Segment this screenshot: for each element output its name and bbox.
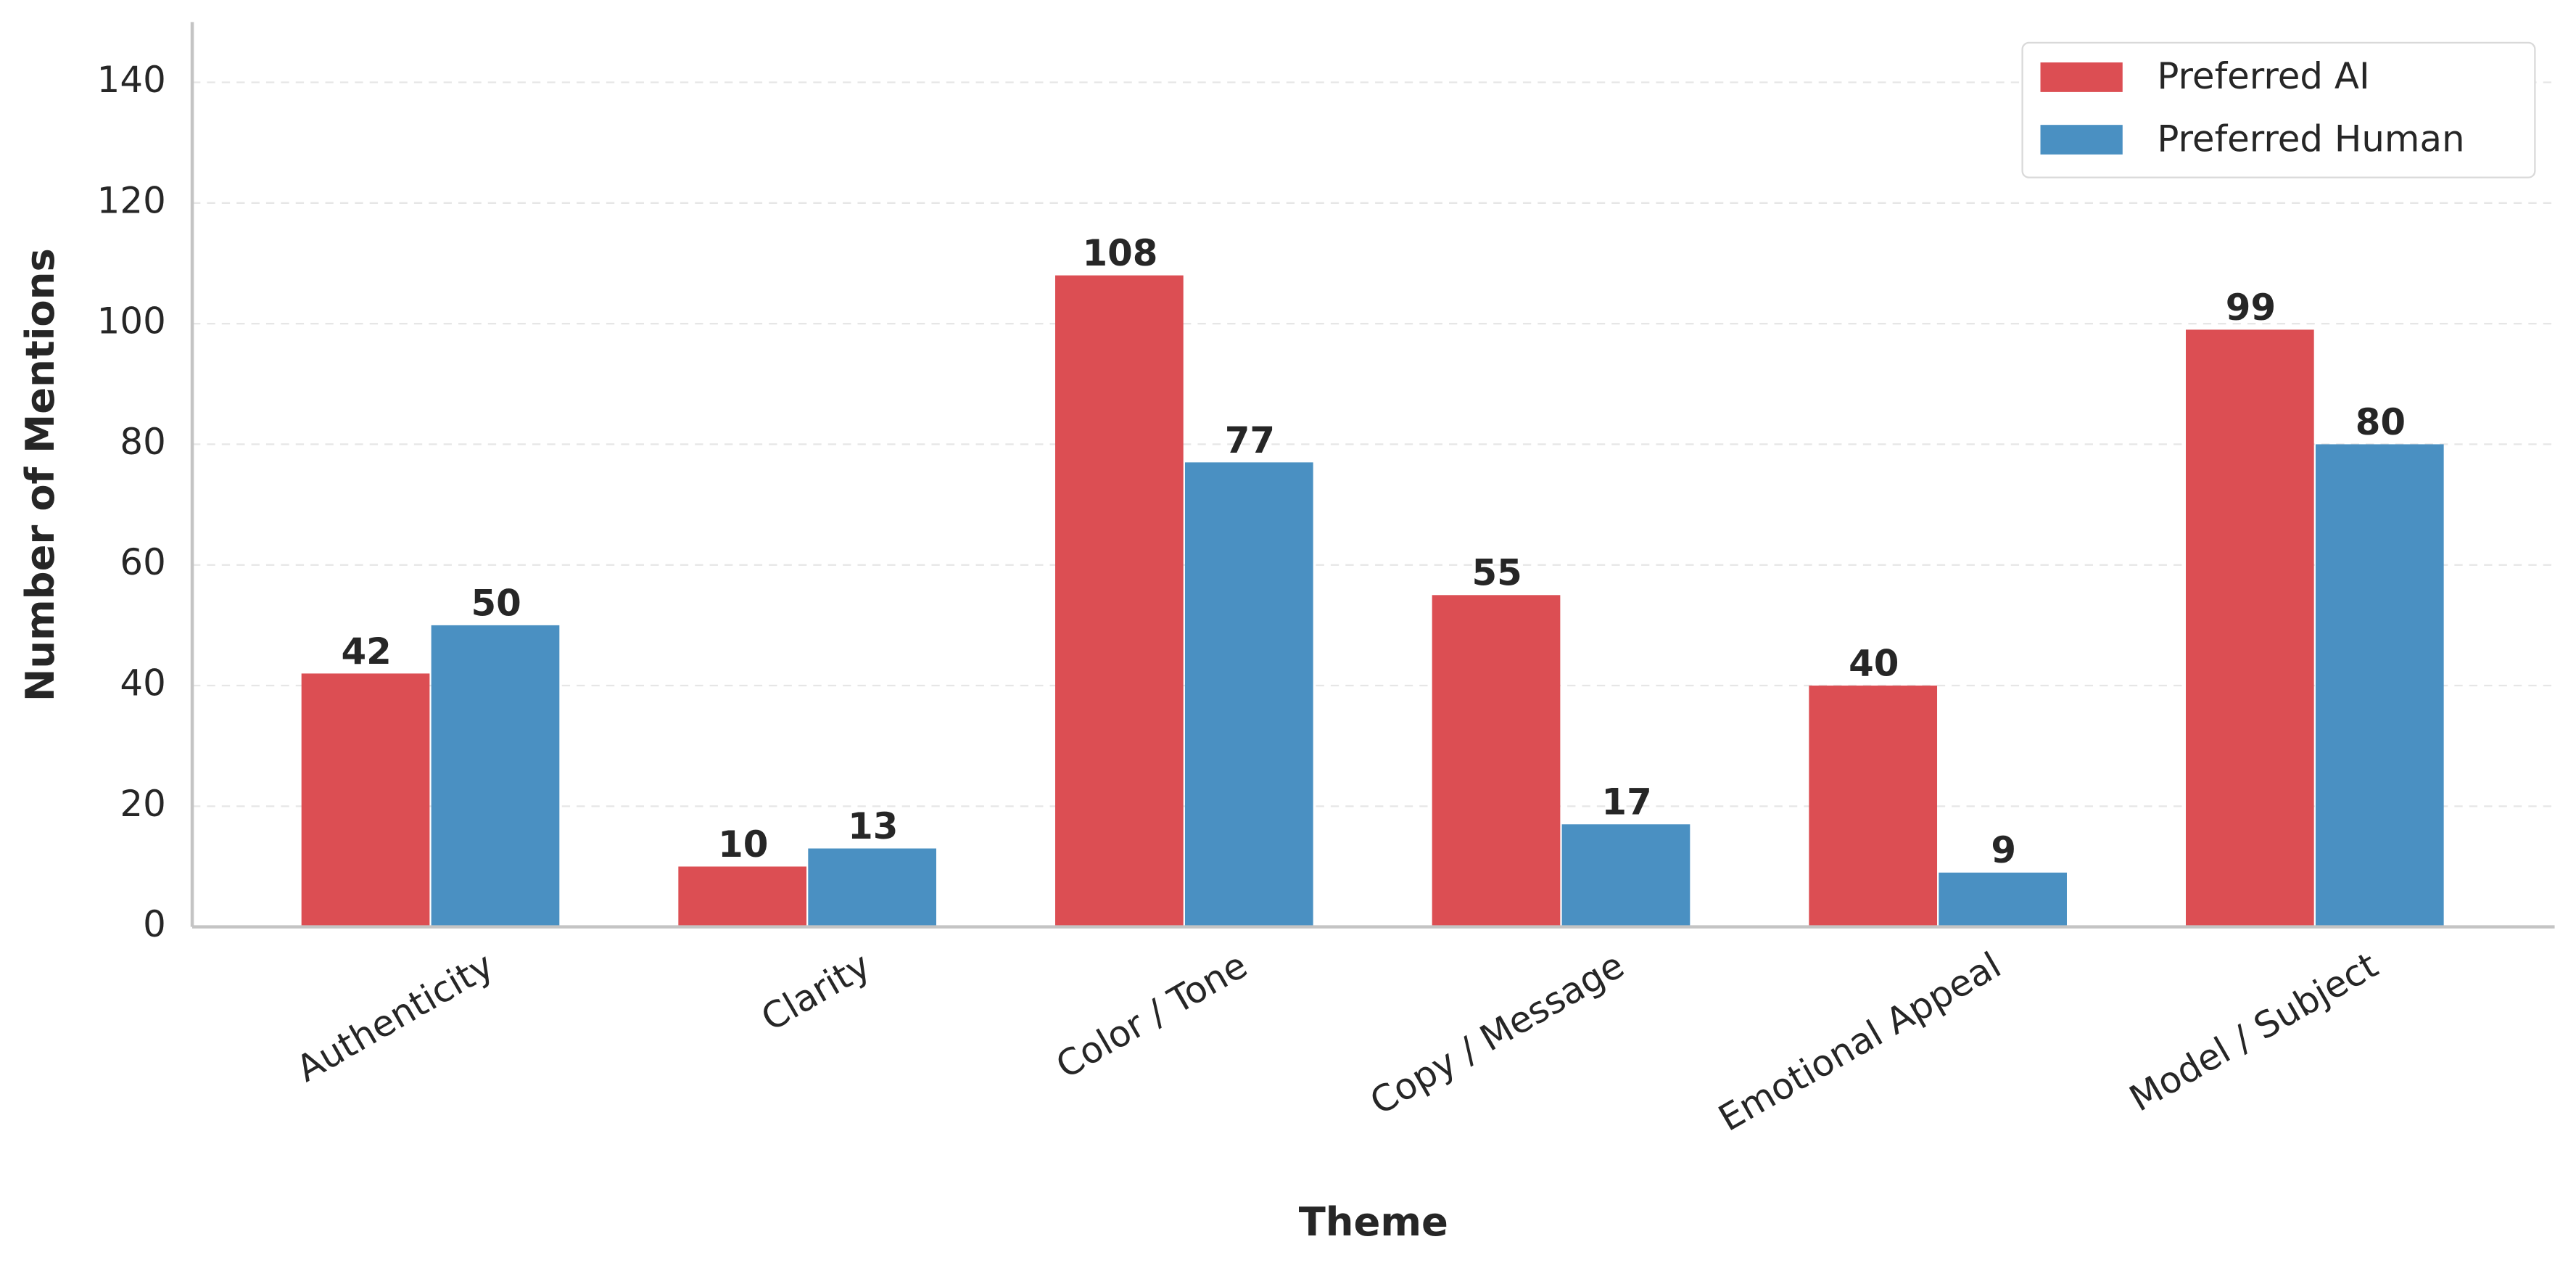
value-label: 17 xyxy=(1601,781,1651,823)
bar xyxy=(2315,444,2444,927)
value-label: 80 xyxy=(2356,401,2406,443)
value-label: 40 xyxy=(1849,642,1899,684)
y-tick-label: 100 xyxy=(97,300,166,342)
x-axis-label: Theme xyxy=(1299,1199,1448,1245)
bar xyxy=(808,848,936,927)
y-tick-label: 80 xyxy=(120,421,165,463)
x-tick-label: Clarity xyxy=(754,944,878,1039)
bar xyxy=(1809,686,1938,927)
value-label: 50 xyxy=(471,582,521,624)
bar xyxy=(301,673,430,927)
value-label: 77 xyxy=(1225,419,1275,461)
y-tick-label: 60 xyxy=(120,541,165,583)
value-label: 55 xyxy=(1471,552,1522,594)
bar xyxy=(1561,824,1690,927)
legend-swatch xyxy=(2040,125,2123,155)
bar xyxy=(1939,872,2067,927)
bar xyxy=(678,866,807,927)
legend-label: Preferred AI xyxy=(2157,55,2369,97)
value-label: 42 xyxy=(341,630,391,672)
x-tick-label: Emotional Appeal xyxy=(1712,944,2008,1140)
legend-label: Preferred Human xyxy=(2157,118,2464,160)
x-tick-label: Copy / Message xyxy=(1363,944,1632,1123)
x-tick-label: Model / Subject xyxy=(2123,944,2385,1119)
bar xyxy=(1184,462,1313,927)
bar xyxy=(1432,595,1561,927)
value-label: 10 xyxy=(718,823,768,865)
x-tick-label: Authenticity xyxy=(289,944,500,1090)
y-tick-label: 40 xyxy=(120,662,165,704)
legend-frame xyxy=(2021,41,2536,178)
y-tick-label: 0 xyxy=(143,903,166,945)
bar xyxy=(2185,329,2314,927)
y-tick-label: 140 xyxy=(97,59,166,101)
y-tick-label: 120 xyxy=(97,179,166,221)
value-label: 99 xyxy=(2226,287,2276,329)
value-label: 13 xyxy=(848,805,898,847)
bar xyxy=(431,625,560,927)
x-tick-label: Color / Tone xyxy=(1049,944,1254,1087)
y-tick-label: 20 xyxy=(120,783,165,825)
y-axis-label: Number of Mentions xyxy=(17,248,63,702)
bar xyxy=(1055,275,1184,927)
value-label: 108 xyxy=(1082,232,1157,274)
value-label: 9 xyxy=(1991,829,2016,871)
legend-swatch xyxy=(2040,62,2123,92)
